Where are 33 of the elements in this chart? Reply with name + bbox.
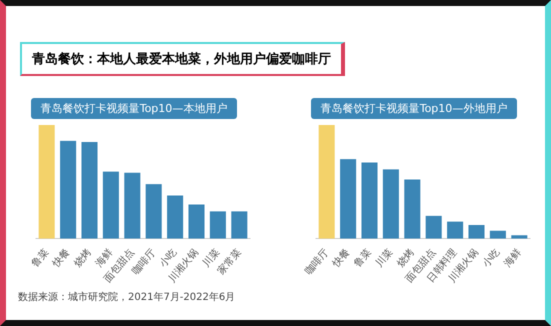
bar <box>167 195 184 239</box>
bar <box>124 172 140 239</box>
text: 青岛餐饮：本地人最爱本地菜，外地用户偏爱咖啡厅 <box>20 42 345 76</box>
chart-title: 青岛餐饮打卡视频量Top10—本地用户 <box>30 98 238 119</box>
bar <box>490 230 506 239</box>
source-note: 数据来源：城市研究院，2021年7月-2022年6月 <box>18 290 236 304</box>
bar <box>231 211 248 239</box>
bar <box>102 172 119 239</box>
x-tick-label: 鲁菜 <box>352 246 374 270</box>
x-tick-label: 烧烤 <box>72 246 94 270</box>
x-tick-label: 海鲜 <box>502 246 524 270</box>
bar <box>318 125 335 239</box>
bar <box>38 125 55 239</box>
bar <box>382 169 399 239</box>
bar <box>188 204 205 239</box>
x-tick-label: 快餐 <box>50 246 72 270</box>
bar <box>146 184 162 239</box>
chart-title: 青岛餐饮打卡视频量Top10—外地用户 <box>310 98 518 119</box>
bar <box>426 216 442 239</box>
x-tick-label: 小吃 <box>480 246 502 270</box>
x-tick-label: 咖啡厅 <box>302 246 331 278</box>
x-tick-label: 川菜 <box>373 246 396 270</box>
bar <box>511 235 528 239</box>
bar <box>81 142 98 239</box>
x-tick-label: 快餐 <box>330 246 352 270</box>
bar <box>361 162 378 239</box>
bar <box>468 225 485 239</box>
bar <box>340 159 356 239</box>
x-tick-label: 鲁菜 <box>28 246 51 270</box>
bar <box>210 211 226 239</box>
bar <box>447 222 464 239</box>
bar <box>404 180 420 239</box>
bar <box>60 140 76 239</box>
